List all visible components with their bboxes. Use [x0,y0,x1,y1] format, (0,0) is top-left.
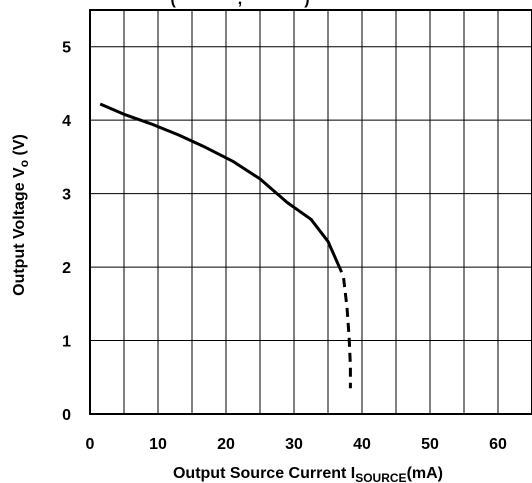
x-tick-label: 0 [86,436,95,453]
y-tick-labels: 0 1 2 3 4 5 [62,40,71,424]
chart-title-fragment: (,) [170,0,309,8]
series-line-dashed [342,277,352,389]
x-tick-label: 60 [489,436,507,453]
grid-lines [90,10,532,414]
x-tick-label: 50 [421,436,439,453]
y-axis-label: Output Voltage Vo (V) [11,134,31,296]
y-tick-label: 5 [62,40,71,57]
data-series [99,102,352,389]
y-tick-label: 3 [62,187,71,204]
x-tick-labels: 0 10 20 30 40 50 60 [86,436,507,453]
x-tick-label: 10 [149,436,167,453]
x-tick-label: 30 [285,436,303,453]
x-tick-label: 20 [217,436,235,453]
x-axis-label: Output Source Current ISOURCE(mA) [173,465,443,483]
y-tick-label: 2 [62,260,71,277]
x-tick-label: 40 [353,436,371,453]
plot-frame [89,9,532,415]
series-line-solid [99,102,343,273]
y-tick-label: 4 [62,113,71,130]
y-tick-label: 0 [62,407,71,424]
y-tick-label: 1 [62,334,71,351]
